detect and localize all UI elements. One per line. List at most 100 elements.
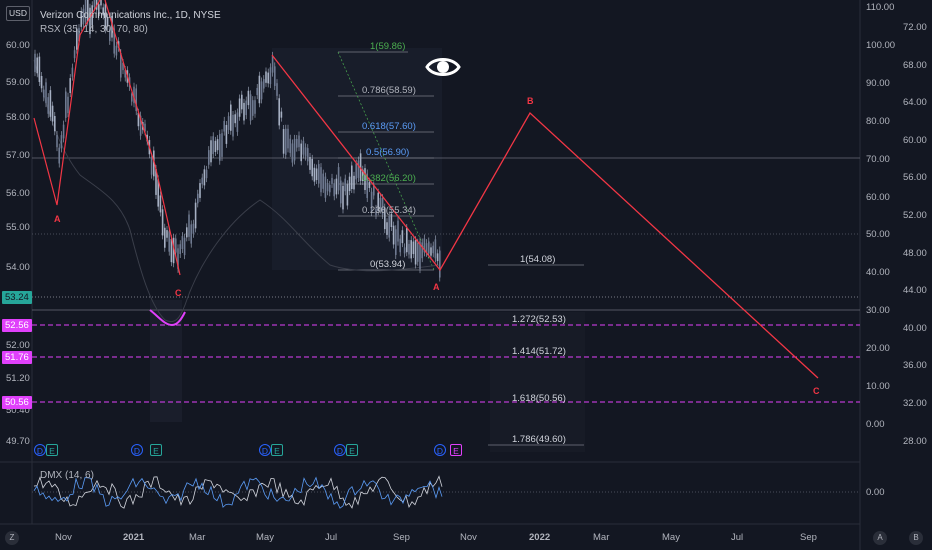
candle-body	[49, 90, 52, 117]
candle-body	[351, 165, 353, 190]
earnings-event-icon[interactable]: E	[46, 444, 58, 456]
earnings-event-icon[interactable]: E	[150, 444, 162, 456]
dividend-event-icon[interactable]: D	[434, 444, 446, 456]
candle-body	[223, 120, 225, 132]
rsx-axis-tick: 90.00	[866, 77, 890, 89]
candle-body	[89, 7, 91, 35]
candle-body	[166, 230, 168, 238]
left-axis-tick: 49.70	[6, 436, 30, 447]
eye-icon[interactable]	[424, 53, 462, 81]
dividend-event-icon[interactable]: D	[259, 444, 271, 456]
dividend-event-icon[interactable]: D	[334, 444, 346, 456]
price-axis-tick: 60.00	[903, 134, 927, 146]
candle-body	[137, 112, 140, 127]
candle-body	[276, 83, 278, 96]
candle-body	[271, 55, 274, 73]
time-axis-tick: 2022	[529, 532, 551, 543]
current-price-badge: 53.24	[2, 291, 32, 304]
dividend-event-icon[interactable]: D	[131, 444, 143, 456]
candle-body	[331, 177, 333, 184]
candle-body	[232, 114, 234, 137]
candle-body	[421, 242, 423, 259]
left-axis-tick: 55.00	[6, 222, 30, 233]
candle-body	[56, 135, 58, 148]
candle-body	[168, 231, 170, 252]
candle-body	[335, 178, 338, 195]
candle-body	[326, 183, 329, 192]
price-axis-tick: 64.00	[903, 97, 927, 109]
candle-body	[406, 227, 408, 253]
wave-label-c-left: C	[175, 288, 182, 298]
currency-button[interactable]: USD	[6, 6, 30, 21]
rsx-axis-tick: 70.00	[866, 153, 890, 165]
time-axis-tick: Sep	[393, 532, 410, 543]
candle-body	[298, 135, 300, 148]
candle-body	[124, 70, 126, 78]
candle-body	[45, 82, 47, 104]
candle-body	[98, 4, 100, 17]
rsx-axis-tick: 60.00	[866, 191, 890, 203]
candle-body	[144, 123, 146, 132]
candle-body	[186, 227, 188, 238]
candle-body	[38, 56, 41, 82]
scale-button-z[interactable]: Z	[5, 531, 19, 545]
candle-body	[76, 28, 78, 50]
candle-body	[102, 7, 104, 16]
earnings-event-icon[interactable]: E	[346, 444, 358, 456]
candle-body	[423, 238, 426, 253]
candle-body	[274, 66, 276, 86]
earnings-event-icon[interactable]: E	[271, 444, 283, 456]
candle-body	[386, 222, 388, 235]
candle-body	[355, 163, 357, 180]
candle-body	[289, 138, 291, 153]
dmx-indicator-label[interactable]: DMX (14, 6)	[40, 470, 94, 481]
candle-body	[439, 250, 441, 278]
candle-body	[238, 98, 241, 117]
fib-ext-label-1786: 1.786(49.60)	[512, 434, 566, 445]
dividend-event-icon[interactable]: D	[34, 444, 46, 456]
candle-body	[291, 143, 294, 163]
price-axis-tick: 72.00	[903, 22, 927, 33]
candle-body	[318, 164, 320, 184]
time-axis-tick: Sep	[800, 532, 817, 543]
dmx-lines	[33, 475, 443, 509]
candle-body	[54, 115, 56, 132]
time-axis-tick: May	[662, 532, 680, 543]
candle-body	[311, 158, 313, 177]
candle-body	[247, 90, 250, 106]
candle-body	[73, 50, 76, 59]
candle-body	[227, 116, 230, 130]
candle-body	[221, 133, 223, 157]
candle-body	[366, 173, 368, 198]
time-axis-tick: 2021	[123, 532, 145, 543]
candle-body	[428, 241, 430, 254]
candle-body	[194, 202, 197, 229]
candle-body	[115, 45, 118, 56]
candle-body	[417, 242, 419, 262]
wave-line-left	[33, 0, 101, 206]
candle-body	[113, 28, 115, 54]
candle-body	[379, 197, 382, 210]
scale-button-b[interactable]: B	[909, 531, 923, 545]
candle-body	[430, 247, 432, 256]
price-axis-tick: 40.00	[903, 322, 927, 334]
time-axis-tick: Mar	[189, 532, 206, 543]
candle-body	[131, 93, 133, 102]
candle-body	[188, 214, 190, 237]
candle-body	[210, 140, 212, 163]
candle-body	[241, 94, 243, 110]
earnings-event-icon[interactable]: E	[450, 444, 462, 456]
candle-body	[434, 239, 437, 259]
scale-button-a[interactable]: A	[873, 531, 887, 545]
candle-body	[51, 105, 54, 122]
candle-body	[214, 140, 217, 152]
price-axis-tick: 68.00	[903, 59, 927, 71]
fib-extension-lines	[488, 264, 584, 446]
rsx-indicator-label[interactable]: RSX (35, 14, 30, 70, 80)	[40, 24, 148, 35]
candle-body	[159, 195, 162, 213]
candle-body	[40, 76, 43, 89]
rsx-line	[33, 59, 441, 323]
candle-body	[333, 183, 335, 197]
candle-body	[155, 169, 157, 195]
